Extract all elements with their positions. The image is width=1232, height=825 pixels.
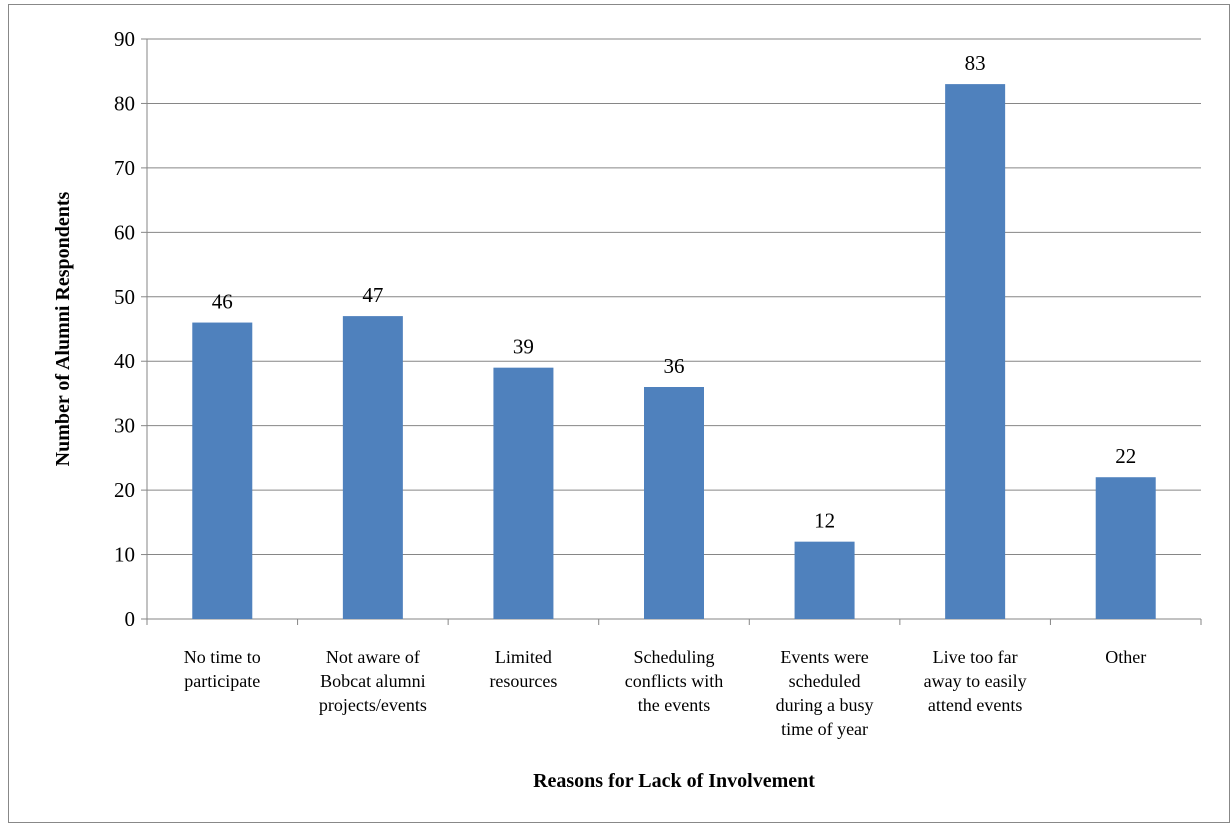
category-label: Scheduling conflicts with the events xyxy=(625,647,723,715)
y-tick-label: 60 xyxy=(114,220,135,244)
y-tick-label: 40 xyxy=(114,349,135,373)
chart-frame: 46 47 39 36 12 83 22 0 10 20 30 40 50 60 70 80 90 No ti… xyxy=(8,4,1230,823)
category-label-line: projects/events xyxy=(319,695,427,715)
category-label-line: Bobcat alumni xyxy=(320,671,425,691)
category-label-line: scheduled xyxy=(789,671,861,691)
y-axis-title: Number of Alumni Respondents xyxy=(52,191,74,466)
category-label-line: Events were xyxy=(780,647,868,667)
category-label-line: time of year xyxy=(781,719,868,739)
data-label: 39 xyxy=(513,335,534,359)
category-label: Live too far away to easily attend events xyxy=(924,647,1027,715)
data-label: 47 xyxy=(362,283,383,307)
bar xyxy=(644,387,704,619)
category-label-line: Limited xyxy=(495,647,552,667)
bar-chart: 46 47 39 36 12 83 22 0 10 20 30 40 50 60 70 80 90 No ti… xyxy=(52,27,1202,792)
data-label: 46 xyxy=(212,290,233,314)
category-label-line: resources xyxy=(489,671,557,691)
data-label: 83 xyxy=(965,51,986,75)
category-label: No time to participate xyxy=(184,647,261,691)
category-label: Events were scheduled during a busy time of… xyxy=(776,647,874,739)
x-axis-title: Reasons for Lack of Involvement xyxy=(533,770,815,792)
category-label-line: away to easily xyxy=(924,671,1027,691)
category-label-line: Other xyxy=(1105,647,1146,667)
category-label-line: during a busy xyxy=(776,695,874,715)
y-tick-label: 70 xyxy=(114,156,135,180)
category-label-line: Scheduling xyxy=(634,647,715,667)
x-axis-categories: No time to participate Not aware of Bobcat … xyxy=(184,647,1146,739)
category-label: Other xyxy=(1105,647,1146,667)
y-tick-label: 0 xyxy=(125,607,136,631)
y-tick-label: 30 xyxy=(114,414,135,438)
category-label-line: attend events xyxy=(928,695,1022,715)
y-axis-ticks: 0 10 20 30 40 50 60 70 80 90 xyxy=(114,27,135,631)
y-tick-label: 50 xyxy=(114,285,135,309)
data-labels: 46 47 39 36 12 83 22 xyxy=(212,51,1136,533)
category-label-line: Not aware of xyxy=(326,647,420,667)
data-label: 12 xyxy=(814,509,835,533)
y-tick-label: 80 xyxy=(114,91,135,115)
category-label-line: conflicts with xyxy=(625,671,723,691)
category-label-line: participate xyxy=(184,671,260,691)
category-label-line: Live too far xyxy=(933,647,1018,667)
category-label-line: the events xyxy=(638,695,710,715)
bar xyxy=(1095,477,1156,619)
bar xyxy=(945,84,1006,620)
bar xyxy=(192,322,253,619)
bar xyxy=(493,367,554,619)
data-label: 22 xyxy=(1115,444,1136,468)
category-label: Not aware of Bobcat alumni projects/events xyxy=(319,647,427,715)
y-tick-label: 10 xyxy=(114,543,135,567)
bar xyxy=(342,316,403,619)
bar xyxy=(794,541,855,619)
y-tick-label: 20 xyxy=(114,478,135,502)
bars xyxy=(192,84,1156,620)
category-label-line: No time to xyxy=(184,647,261,667)
category-label: Limited resources xyxy=(489,647,557,691)
data-label: 36 xyxy=(664,354,685,378)
y-tick-label: 90 xyxy=(114,27,135,51)
